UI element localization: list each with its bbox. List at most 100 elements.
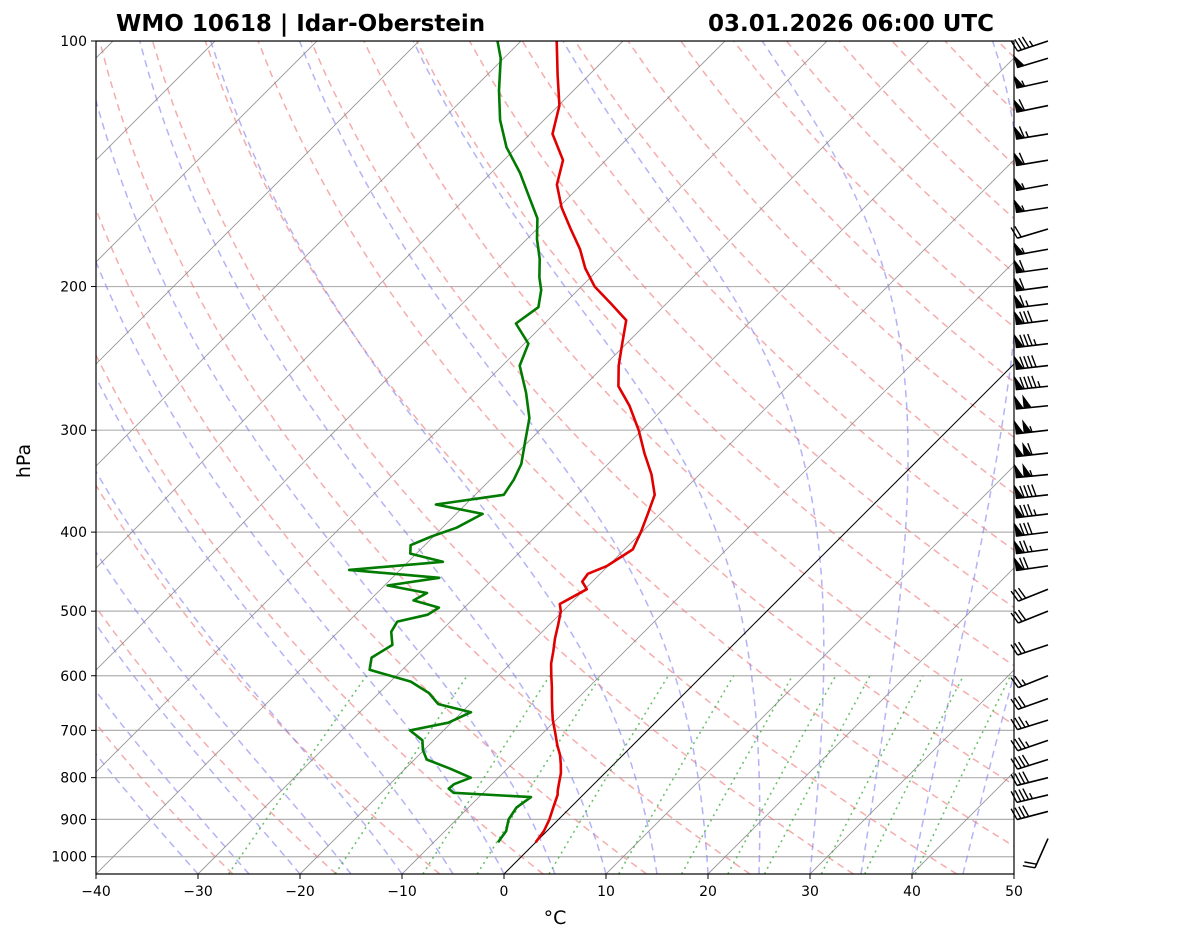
wind-barb-half-flag (1029, 425, 1033, 433)
wind-barb-staff (1034, 838, 1049, 869)
wind-barb-half-flag (1025, 720, 1030, 727)
wind-barb-flag (1019, 311, 1025, 324)
moist-adiabat-line (412, 41, 761, 874)
wind-barb-flag (1018, 37, 1026, 49)
wind-barb (1012, 54, 1049, 69)
dry-adiabat-line (98, 41, 751, 874)
isotherm-line (96, 41, 930, 874)
wind-barb-pennant (1022, 463, 1032, 478)
wind-barb-flag (1018, 152, 1025, 165)
mixing-ratio-line (680, 675, 794, 874)
wind-barb-flag (1014, 226, 1022, 238)
wind-barb-flag (1017, 609, 1027, 621)
wind-barb-flag (1010, 644, 1019, 656)
mixing-ratio-line (820, 675, 924, 874)
wind-barb-half-flag (1021, 205, 1025, 212)
wind-barb-flag (1022, 556, 1029, 569)
wind-barb-flag (1031, 375, 1037, 388)
zero-isotherm-line (503, 363, 1014, 874)
wind-barb-flag (1031, 355, 1037, 368)
dry-adiabat-line (96, 605, 337, 874)
isotherm-line (605, 465, 1014, 874)
isotherm-line (197, 57, 1014, 874)
wind-barb-flag (1027, 503, 1033, 517)
mixing-ratio-line (763, 675, 871, 874)
wind-barb-pennant (1013, 74, 1025, 89)
y-tick-label: 400 (60, 525, 87, 541)
wind-barb (1013, 98, 1049, 113)
isotherm-line (96, 41, 828, 773)
wind-barb (1014, 484, 1049, 500)
y-tick-label: 700 (60, 723, 87, 739)
wind-barb-staff (1017, 610, 1049, 624)
wind-barb-pennant (1013, 277, 1025, 292)
dry-adiabat-line (1104, 41, 1181, 874)
wind-barb-pennant (1014, 375, 1025, 391)
dry-adiabat-line (838, 41, 1014, 220)
wind-barb-half-flag (1029, 469, 1033, 477)
isotherm-line (96, 41, 420, 365)
wind-barb (1010, 609, 1049, 624)
moist-adiabat-line (298, 41, 709, 874)
wind-barb-flag (1019, 356, 1025, 369)
dry-adiabat-line (574, 41, 1014, 495)
wind-barb-half-flag (1025, 741, 1030, 748)
wind-barb (1010, 36, 1049, 52)
dry-adiabat-line (257, 41, 1014, 848)
x-tick-label: −10 (387, 884, 417, 900)
wind-barb (1010, 675, 1049, 689)
wind-barb-staff (1017, 40, 1049, 52)
dry-adiabat-line (627, 41, 1014, 439)
wind-barb-half-flag (1025, 300, 1029, 307)
isotherm-line (809, 669, 1014, 874)
moist-adiabat-line (210, 41, 658, 874)
mixing-ratio-line (334, 675, 468, 874)
wind-barb-flag (1010, 808, 1018, 820)
wind-barb-pennant (1022, 419, 1033, 434)
wind-barb-pennant (1013, 241, 1025, 256)
isotherm-line (401, 261, 1014, 874)
isotherm-line (1013, 873, 1014, 874)
y-axis: 100 200 300 400 500 600 700 800 900 1000 (51, 34, 96, 866)
wind-barb (1014, 394, 1049, 410)
dry-adiabat-line (96, 353, 544, 874)
wind-barb-half-flag (1021, 80, 1026, 87)
dry-adiabat-line (310, 41, 1014, 786)
y-tick-label: 500 (60, 604, 87, 620)
wind-barb-flag (1014, 773, 1022, 785)
plot-frame (95, 40, 1015, 875)
wind-barb-half-flag (1033, 509, 1037, 516)
wind-barb (1010, 696, 1049, 711)
isotherm-line (707, 567, 1014, 874)
dry-adiabat-line (1051, 41, 1181, 874)
wind-barb (1010, 754, 1049, 770)
wind-barb-flag (1019, 277, 1025, 290)
y-tick-label: 1000 (51, 850, 87, 866)
wind-barb-flag (1019, 523, 1025, 536)
wind-barb-flag (1010, 758, 1019, 770)
wind-barb-flag (1014, 807, 1022, 819)
wind-barb (1013, 198, 1049, 214)
wind-barb-flag (1023, 485, 1029, 498)
mixing-ratio-line (548, 675, 669, 874)
wind-barb-flag (1024, 861, 1037, 865)
wind-barb-flag (1010, 590, 1019, 602)
moist-adiabat-line (96, 470, 403, 874)
wind-barb-flag (1031, 484, 1037, 497)
wind-barb-flag (1014, 717, 1022, 729)
x-tick-label: 20 (699, 884, 717, 900)
wind-barb-pennant (1014, 355, 1025, 370)
wind-barb-flag (1027, 442, 1033, 456)
wind-barb-half-flag (1021, 183, 1026, 190)
wind-barb-flag (1021, 36, 1030, 48)
temperature-line (534, 41, 656, 844)
y-tick-label: 200 (60, 280, 87, 296)
wind-barb-flag (1027, 376, 1033, 389)
wind-barb (1010, 587, 1049, 602)
dry-adiabat-line (415, 41, 1014, 667)
wind-barb (1014, 419, 1049, 435)
wind-barb-flag (1014, 642, 1023, 655)
wind-barb-half-flag (1029, 545, 1033, 552)
wind-barb-flag (1017, 587, 1027, 599)
wind-barb-staff (1017, 675, 1049, 689)
